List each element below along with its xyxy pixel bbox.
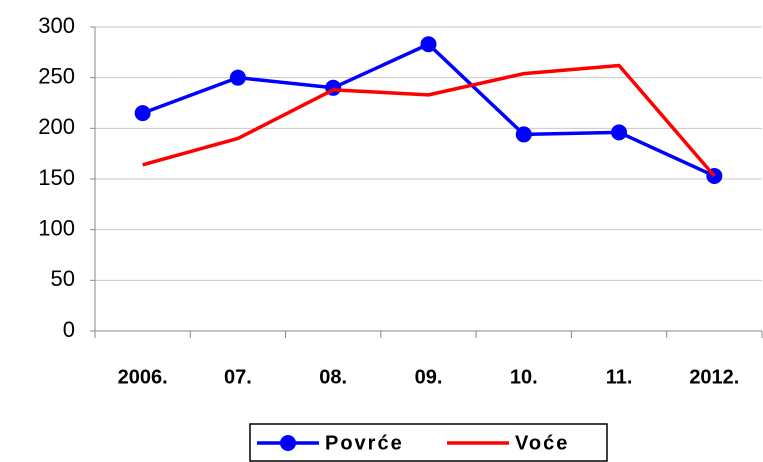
x-tick-label: 2012.	[689, 366, 739, 388]
y-tick-label: 150	[38, 165, 75, 190]
x-tick-label: 09.	[415, 366, 443, 388]
series-line	[142, 42, 716, 178]
x-tick-label: 10.	[510, 366, 538, 388]
y-tick-label: 0	[63, 317, 75, 342]
data-point	[134, 105, 151, 122]
y-tick-label: 50	[51, 266, 75, 291]
legend-label: Povrće	[325, 432, 404, 454]
x-tick-label: 11.	[606, 366, 633, 388]
y-tick-label: 250	[38, 63, 75, 88]
x-tick-label: 07.	[224, 366, 252, 388]
y-tick-label: 100	[38, 215, 75, 240]
y-tick-label: 300	[38, 13, 75, 38]
data-point	[229, 69, 246, 86]
data-point	[611, 124, 628, 141]
x-tick-label: 2006.	[118, 366, 168, 388]
legend-label: Voće	[515, 432, 569, 454]
data-point	[515, 126, 532, 143]
data-point	[420, 36, 437, 53]
y-tick-label: 200	[38, 114, 75, 139]
series-line	[142, 63, 716, 178]
legend-marker	[280, 435, 296, 451]
x-tick-label: 08.	[319, 366, 347, 388]
